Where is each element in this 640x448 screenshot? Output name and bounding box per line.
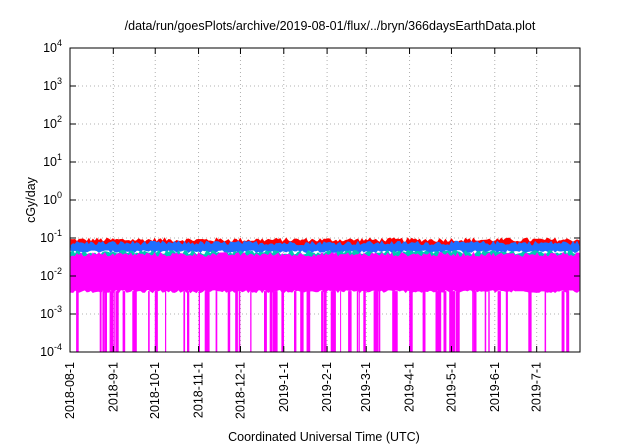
dropout-spike (113, 291, 115, 352)
dropout-spike (443, 291, 447, 352)
y-tick-label: 104 (43, 38, 62, 55)
x-tick-label: 2019-1-1 (277, 362, 291, 412)
dropout-spike (332, 291, 336, 352)
dropout-spike (122, 291, 126, 352)
dropout-spike (250, 291, 252, 352)
y-axis-label: cGy/day (24, 176, 38, 223)
dropout-spike (115, 291, 119, 352)
dropout-spike (505, 291, 508, 352)
dropout-spike (566, 291, 570, 352)
x-tick-label: 2019-5-1 (444, 362, 458, 412)
dropout-spike (409, 291, 413, 352)
dropout-spike (105, 291, 107, 352)
dropout-spike (155, 291, 158, 352)
dropout-spike (473, 291, 477, 352)
dropout-spike (204, 291, 208, 352)
dropout-spike (183, 291, 186, 352)
dropout-spike (76, 291, 79, 352)
series-band (70, 251, 580, 294)
dropout-spike (207, 291, 210, 352)
y-tick-label: 101 (43, 152, 62, 169)
x-tick-label: 2019-7-1 (530, 362, 544, 412)
dropout-spike (394, 291, 398, 352)
x-tick-label: 2018-08-1 (63, 362, 77, 419)
dropout-spike (187, 291, 190, 352)
dropout-spike (294, 291, 297, 352)
dropout-spike (373, 291, 377, 352)
dropout-spike (281, 291, 284, 352)
dropout-spike (449, 291, 453, 352)
y-tick-label: 10-2 (40, 266, 62, 283)
dropout-spike (484, 291, 487, 352)
dropout-spike (363, 291, 366, 352)
x-tick-label: 2019-3-1 (359, 362, 373, 412)
series-layer (70, 237, 580, 352)
dropout-spike (77, 291, 79, 352)
dropout-spike (455, 291, 459, 352)
y-tick-label: 102 (43, 114, 62, 131)
dropout-spike (561, 291, 565, 352)
dropout-spike (324, 291, 327, 352)
dropout-spike (437, 291, 442, 352)
dropout-spike (348, 291, 352, 352)
y-tick-label: 10-4 (40, 342, 62, 359)
dropout-spike (306, 291, 311, 352)
x-tick-label: 2018-12-1 (233, 362, 247, 419)
dropout-spike (274, 291, 278, 352)
dropout-spike (544, 291, 547, 352)
dropout-spike (215, 291, 218, 352)
x-axis-label: Coordinated Universal Time (UTC) (228, 430, 420, 444)
x-tick-label: 2018-11-1 (192, 362, 206, 418)
dropout-spike (451, 291, 455, 352)
x-tick-label: 2018-10-1 (148, 362, 162, 419)
dropout-spike (422, 291, 426, 352)
x-tick-label: 2019-2-1 (320, 362, 334, 412)
dropout-spike (264, 291, 267, 352)
dropout-spike (99, 291, 102, 352)
y-tick-label: 103 (43, 76, 62, 93)
dropout-spike (472, 291, 474, 352)
dropout-spike (330, 291, 335, 352)
y-tick-label: 10-1 (40, 228, 62, 245)
chart-title: /data/run/goesPlots/archive/2019-08-01/f… (125, 19, 536, 33)
dropout-spike (321, 291, 324, 352)
dropout-spike (272, 291, 276, 352)
dropout-spike (300, 291, 304, 352)
dropout-spike (358, 291, 360, 352)
x-tick-label: 2019-6-1 (488, 362, 502, 412)
x-tick-label: 2018-9-1 (106, 362, 120, 412)
dropout-spike (227, 291, 231, 352)
dropout-spike (435, 291, 439, 352)
dropout-spike (165, 291, 167, 352)
dropout-spike (133, 291, 137, 352)
x-tick-label: 2019-4-1 (403, 362, 417, 412)
dropout-spike (340, 291, 342, 352)
dropout-spike (356, 291, 359, 352)
y-tick-label: 10-3 (40, 304, 62, 321)
dropout-spike (198, 291, 200, 352)
dropout-spike (437, 291, 440, 352)
dropout-spike (102, 291, 105, 352)
dropout-spike (378, 291, 381, 352)
dropout-spike (238, 291, 241, 352)
dropout-spike (235, 291, 238, 352)
y-tick-label: 100 (43, 190, 62, 207)
dropout-spike (375, 291, 379, 352)
dropout-spike (497, 291, 501, 352)
dropout-spike (269, 291, 273, 352)
dropout-spike (528, 291, 532, 352)
dropout-spike (148, 291, 150, 352)
dropout-spike (488, 291, 490, 352)
dropout-spike (109, 291, 113, 352)
axis-ticks: 10-4 10-3 10-2 10-1 100 101 102 103 104 2018-08-1… (40, 38, 580, 419)
dropout-spike (392, 291, 395, 352)
